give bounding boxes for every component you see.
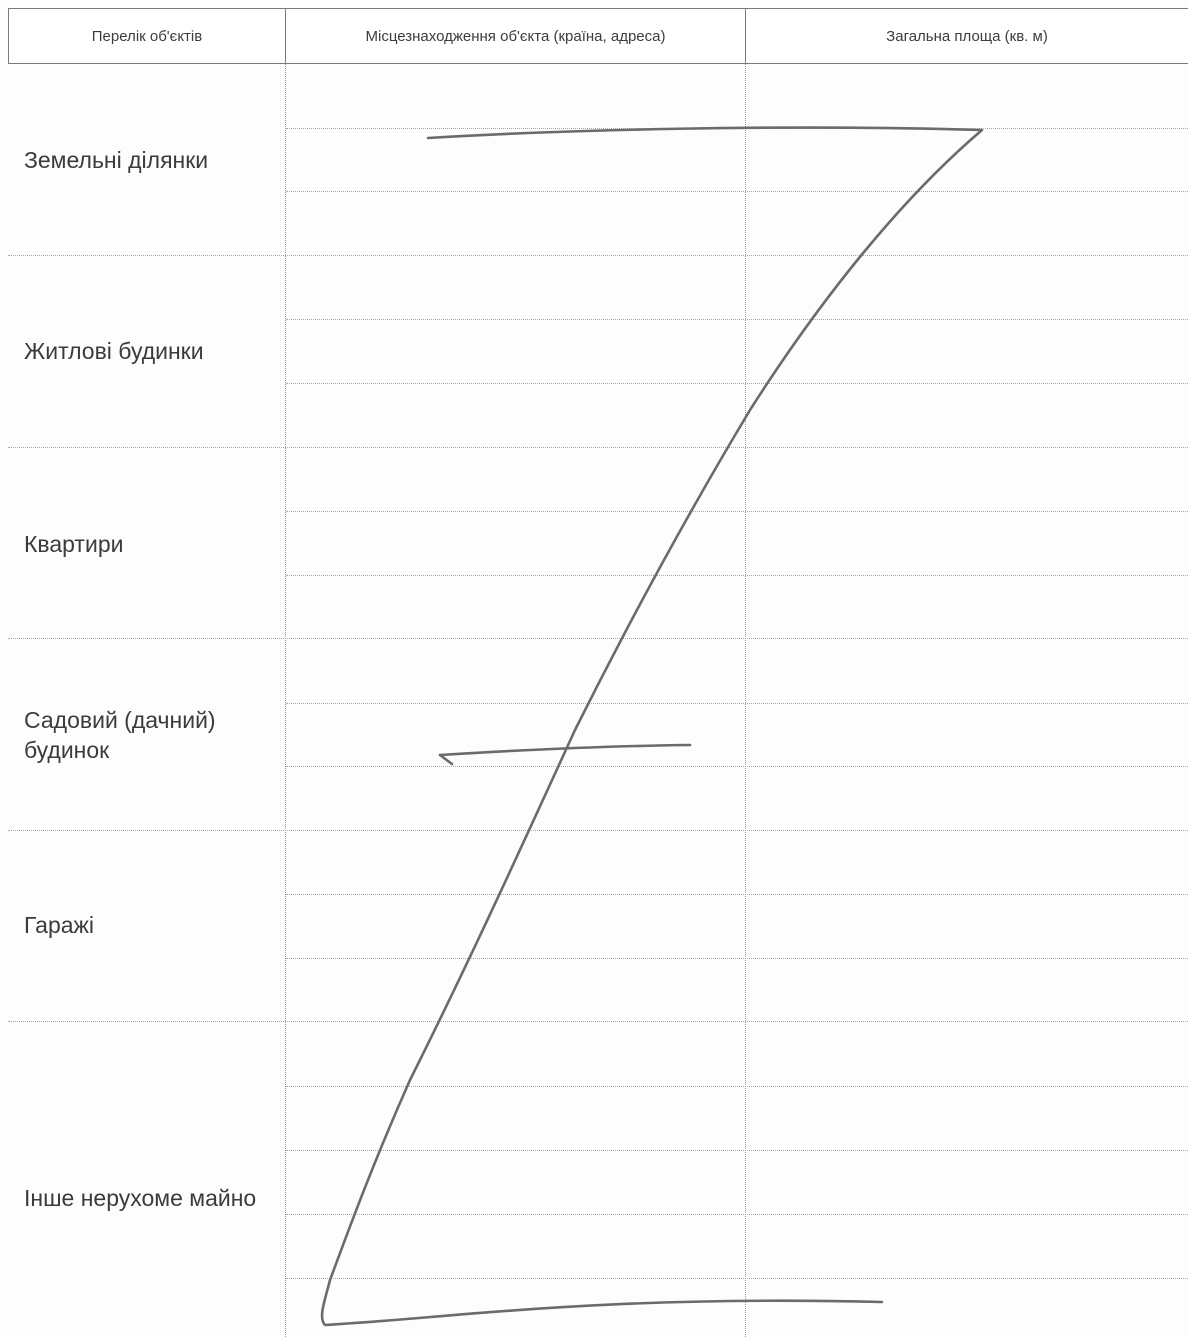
sub-line xyxy=(286,575,1188,576)
column-divider xyxy=(745,64,746,1337)
column-divider xyxy=(285,64,286,1337)
row-divider xyxy=(8,255,1188,256)
sub-line xyxy=(286,191,1188,192)
row-label-garages: Гаражі xyxy=(24,912,95,938)
sub-line xyxy=(286,383,1188,384)
sub-line xyxy=(286,1150,1188,1151)
sub-line xyxy=(286,1278,1188,1279)
row-divider xyxy=(8,447,1188,448)
row-label-land-plots: Земельні ділянки xyxy=(24,147,209,173)
header-location: Місцезнаходження об'єкта (країна, адреса… xyxy=(285,8,746,64)
sub-line xyxy=(286,703,1188,704)
row-divider xyxy=(8,830,1188,831)
sub-line xyxy=(286,894,1188,895)
sub-line xyxy=(286,319,1188,320)
header-objects: Перелік об'єктів xyxy=(8,8,286,64)
sub-line xyxy=(286,1214,1188,1215)
row-divider xyxy=(8,638,1188,639)
row-label-other-real-estate: Інше нерухоме майно xyxy=(24,1185,257,1211)
row-label-houses: Житлові будинки xyxy=(24,338,204,364)
sub-line xyxy=(286,511,1188,512)
row-label-garden-house: Садовий (дачний) будинок xyxy=(24,707,216,763)
header-area: Загальна площа (кв. м) xyxy=(745,8,1188,64)
sub-line xyxy=(286,958,1188,959)
row-label-apartments: Квартири xyxy=(24,531,124,557)
row-divider xyxy=(8,1021,1188,1022)
sub-line xyxy=(286,766,1188,767)
sub-line xyxy=(286,1086,1188,1087)
